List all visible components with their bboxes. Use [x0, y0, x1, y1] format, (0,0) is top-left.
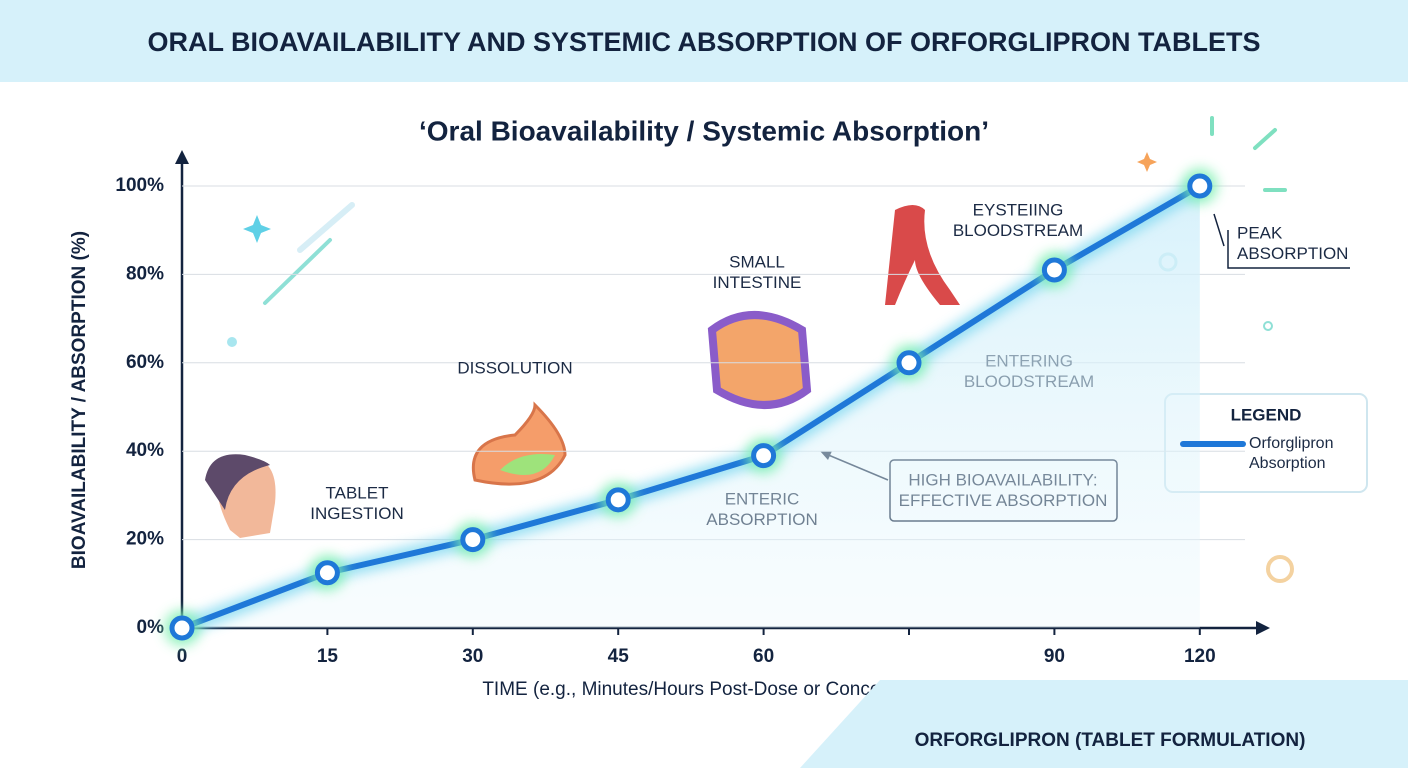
decor	[205, 116, 1294, 583]
point	[1041, 257, 1067, 283]
annotation: ABSORPTION	[1237, 244, 1348, 263]
x-tick-label: 120	[1184, 646, 1216, 667]
legend-title: LEGEND	[1231, 405, 1302, 424]
footer: ORFORGLIPRON (TABLET FORMULATION)	[915, 730, 1306, 751]
y-tick-label: 20%	[126, 529, 164, 550]
annotation: PEAK	[1237, 223, 1283, 242]
x-tick-label: 90	[1044, 646, 1065, 667]
x-tick-label: 15	[317, 646, 339, 667]
y-tick-label: 100%	[115, 175, 164, 196]
peak-arrow	[1213, 213, 1225, 247]
y-axis-label: BIOAVAILABILITY / ABSORPTION (%)	[69, 231, 90, 569]
y-tick-label: 0%	[137, 617, 165, 638]
annotation: DISSOLUTION	[457, 358, 572, 377]
title-banner	[0, 0, 1408, 82]
x-axis-label: TIME (e.g., Minutes/Hours Post-Dose or C…	[482, 679, 941, 700]
annotation: EYSTEIING	[973, 200, 1064, 219]
x-tick-label: 60	[753, 646, 774, 667]
line	[180, 183, 1202, 631]
annotation: SMALL	[729, 252, 785, 271]
point	[169, 615, 195, 641]
x-axis-arrow	[1256, 621, 1270, 635]
area	[182, 186, 1200, 628]
x-tick-label: 45	[608, 646, 630, 667]
legend-label: Orforglipron Absorption	[1249, 435, 1334, 472]
chart-subtitle: ‘Oral Bioavailability / Systemic Absorpt…	[419, 115, 989, 146]
x-tick-label: 0	[177, 646, 188, 667]
point	[896, 350, 922, 376]
point	[460, 527, 486, 553]
annotation: BLOODSTREAM	[953, 221, 1083, 240]
point	[751, 443, 777, 469]
chart-title: ORAL BIOAVAILABILITY AND SYSTEMIC ABSORP…	[147, 27, 1260, 57]
annotation: INGESTION	[310, 504, 404, 523]
y-tick-label: 40%	[126, 440, 164, 461]
peak-callout-frame	[1227, 230, 1350, 269]
annotation: INTESTINE	[713, 273, 802, 292]
y-axis-arrow	[175, 150, 189, 164]
x-tick-label: 30	[462, 646, 483, 667]
y-tick-label: 80%	[126, 263, 164, 284]
footer-banner	[800, 680, 1408, 768]
annotation: TABLET	[326, 483, 389, 502]
point	[1187, 173, 1213, 199]
point	[605, 487, 631, 513]
point	[314, 560, 340, 586]
y-tick-label: 60%	[126, 352, 164, 373]
